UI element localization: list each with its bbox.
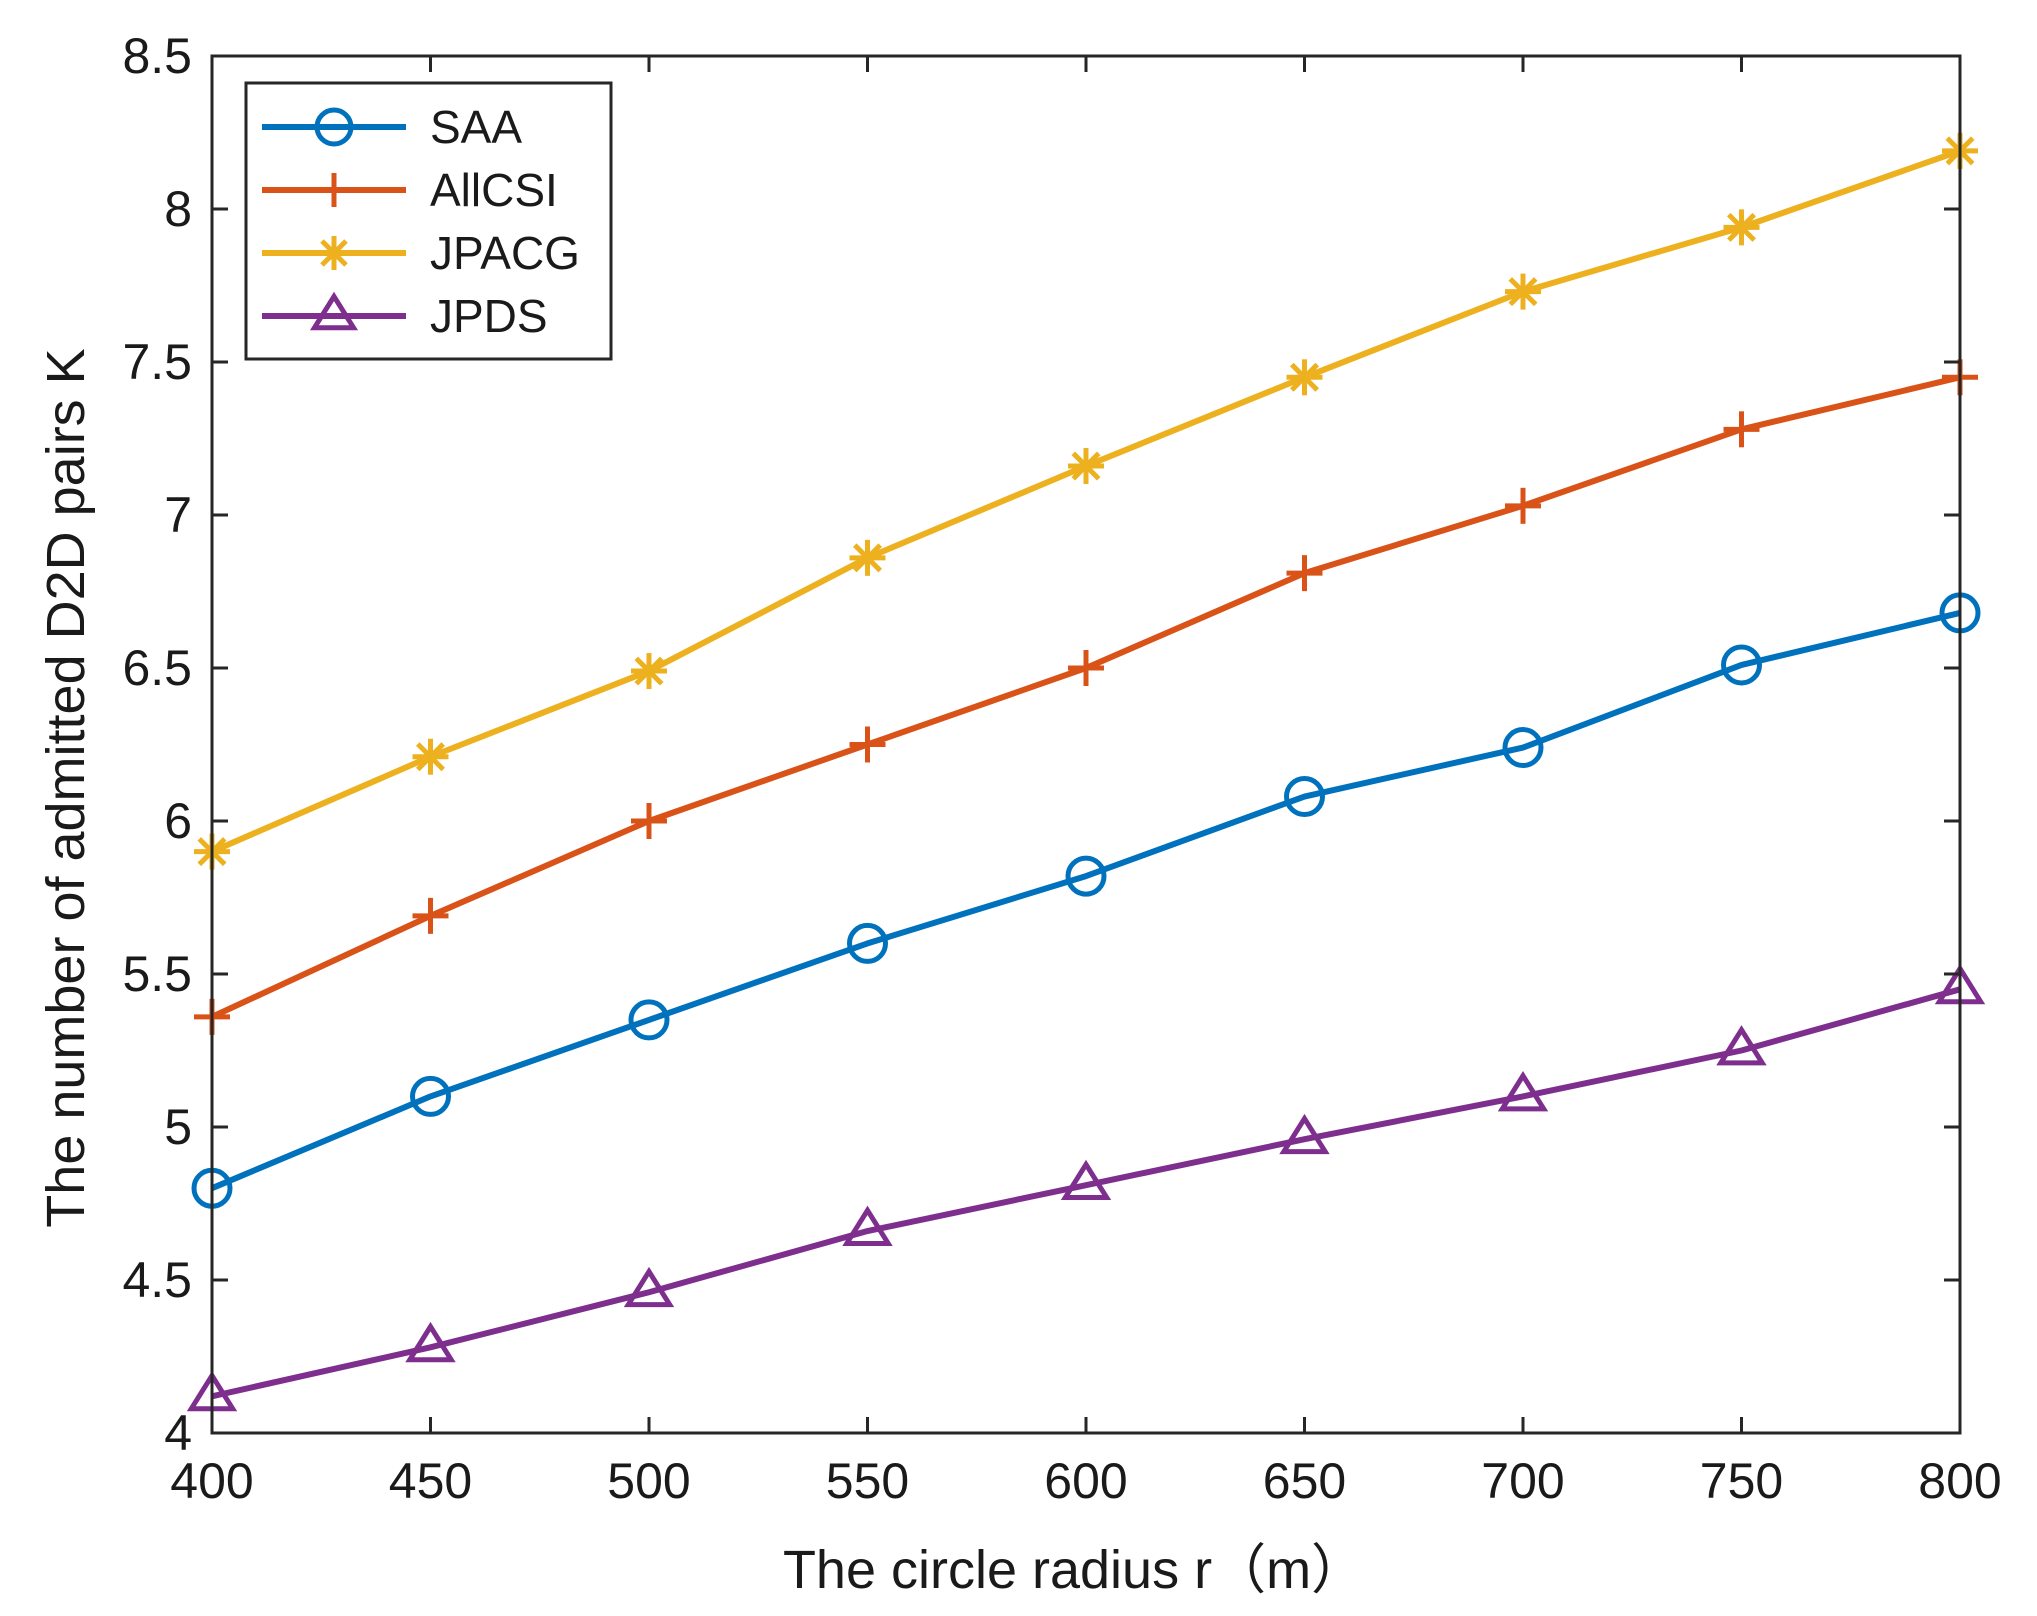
legend-label-jpacg: JPACG [430,227,580,279]
legend-label-jpds: JPDS [430,290,548,342]
data-point-allcsi [1505,487,1541,524]
data-point-allcsi [412,897,449,934]
x-tick-label: 800 [1918,1453,2001,1509]
legend-item-jpds: JPDS [262,290,548,342]
marker-asterisk-arm [1290,362,1319,392]
x-tick-label: 700 [1481,1453,1564,1509]
marker-asterisk-arm [320,239,348,267]
data-point-jpacg [631,653,667,690]
data-point-saa [847,922,888,964]
legend-label-allcsi: AllCSI [430,164,558,216]
data-point-saa [1065,855,1107,897]
y-tick-label: 7 [164,487,192,543]
x-tick-label: 750 [1700,1453,1783,1509]
y-tick-label: 6 [164,793,192,849]
plot-layer [186,132,1986,1412]
data-point-jpacg [1723,209,1760,246]
marker-asterisk-arm [634,656,664,686]
legend-item-saa: SAA [262,101,522,153]
legend: SAA AllCSI JPACG JPDS [244,81,613,361]
data-point-saa [410,1075,451,1117]
data-point-jpds [842,1205,893,1246]
axes-layer: 400 450 500 550 600 650 700 750 800 4 4.5 5 5.5 6 6.5 7… [122,28,2001,1509]
y-tick-label: 5 [164,1099,192,1155]
data-point-allcsi [849,726,886,763]
y-tick-label: 6.5 [122,640,192,696]
data-point-saa [1502,727,1544,769]
x-tick-label: 500 [607,1453,690,1509]
series-line-saa [210,610,1961,1191]
data-point-allcsi [1068,650,1104,686]
data-point-jpds [405,1321,456,1363]
legend-marker-allcsi [317,173,351,207]
x-tick-label: 650 [1263,1453,1346,1509]
data-point-allcsi [631,803,667,839]
data-point-jpacg [1286,359,1323,396]
x-tick-label: 550 [826,1453,909,1509]
y-tick-label: 4 [164,1405,192,1461]
x-axis-title: The circle radius r（m） [783,1540,1365,1600]
series-line-jpds [211,986,1961,1400]
data-point-jpds [1497,1070,1549,1112]
y-tick-label: 8 [164,181,192,237]
data-point-jpacg [1068,448,1104,485]
y-tick-label: 5.5 [122,946,192,1002]
legend-label-saa: SAA [430,101,522,153]
legend-item-jpacg: JPACG [262,227,580,279]
series-jpds [186,963,1986,1412]
legend-marker-saa [314,107,354,147]
x-tick-label: 450 [389,1453,472,1509]
x-tick-label: 600 [1044,1453,1127,1509]
marker-asterisk-arm [1071,451,1101,481]
data-point-jpds [623,1266,675,1308]
data-point-jpacg [849,539,886,576]
marker-asterisk-arm [416,742,445,772]
data-point-jpacg [1505,273,1541,310]
data-point-jpacg [412,738,449,775]
x-tick-label: 400 [170,1453,253,1509]
data-point-allcsi [1286,555,1323,592]
data-point-jpds [1279,1113,1330,1155]
y-tick-label: 8.5 [122,28,192,84]
legend-marker-jpds [309,291,359,331]
data-point-saa [628,999,670,1041]
marker-asterisk-arm [853,543,882,573]
data-point-saa [1721,644,1762,686]
legend-marker-jpacg [317,236,351,270]
y-tick-label: 7.5 [122,334,192,390]
data-point-saa [1284,776,1325,818]
marker-asterisk-arm [1727,212,1756,242]
data-point-allcsi [1723,411,1760,448]
y-axis-title: The number of admitted D2D pairs K [36,348,96,1227]
data-point-jpds [1716,1025,1767,1066]
marker-asterisk-arm [1508,277,1538,307]
data-point-jpds [1060,1159,1112,1201]
legend-item-allcsi: AllCSI [262,164,558,216]
y-tick-label: 4.5 [122,1252,192,1308]
